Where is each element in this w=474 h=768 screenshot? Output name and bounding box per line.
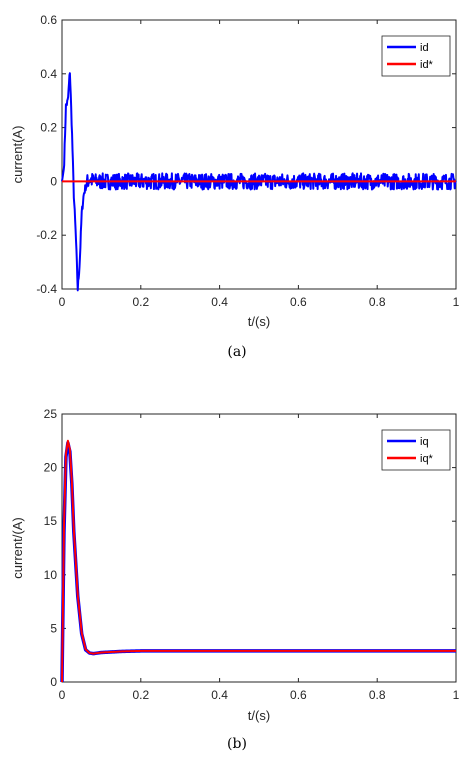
x-tick-label: 0.4 xyxy=(211,688,228,702)
y-tick-label: 0.6 xyxy=(40,13,57,27)
x-tick-label: 0.2 xyxy=(132,688,149,702)
x-tick-label: 0.8 xyxy=(369,295,386,309)
y-tick-label: 10 xyxy=(44,568,58,582)
y-tick-label: 0 xyxy=(50,174,57,188)
y-tick-label: 15 xyxy=(44,514,58,528)
caption-b: (b) xyxy=(227,736,247,752)
x-tick-label: 0.6 xyxy=(290,295,307,309)
tick-group: 0 0.2 0.4 0.6 0.8 1 -0.4 -0.2 0 0.2 0.4 0.6 xyxy=(36,13,459,309)
x-tick-label: 0.6 xyxy=(290,688,307,702)
x-tick-label: 0 xyxy=(59,688,66,702)
series-group xyxy=(61,72,457,292)
y-tick-label: -0.2 xyxy=(36,228,57,242)
y-tick-label: -0.4 xyxy=(36,282,57,296)
caption-a: (a) xyxy=(227,344,246,360)
y-tick-label: 0.2 xyxy=(40,121,57,135)
legend-box xyxy=(381,35,451,77)
legend-label-id-ref: id* xyxy=(420,59,434,71)
x-axis-label: t/(s) xyxy=(248,314,270,329)
series-group xyxy=(60,439,457,683)
y-tick-label: 0 xyxy=(50,675,57,689)
x-tick-label: 1 xyxy=(453,295,460,309)
legend-label-id: id xyxy=(420,42,429,54)
x-axis-label: t/(s) xyxy=(248,708,270,723)
chart-a: 0 0.2 0.4 0.6 0.8 1 -0.4 -0.2 0 0.2 0.4 0.6 t/(s) c… xyxy=(10,13,460,360)
x-tick-label: 0.8 xyxy=(369,688,386,702)
series-line-iq xyxy=(60,441,457,683)
legend-label-iq-ref: iq* xyxy=(420,453,434,465)
y-axis-label: current/(A) xyxy=(10,517,25,578)
series-line-id xyxy=(61,72,457,292)
legend: iq iq* xyxy=(381,429,451,471)
plot-area-frame xyxy=(61,413,457,683)
y-tick-label: 5 xyxy=(50,621,57,635)
x-tick-label: 1 xyxy=(453,688,460,702)
x-tick-label: 0.4 xyxy=(211,295,228,309)
x-tick-label: 0.2 xyxy=(132,295,149,309)
legend: id id* xyxy=(381,35,451,77)
y-axis-label: current(A) xyxy=(10,126,25,184)
legend-label-iq: iq xyxy=(420,436,429,448)
y-tick-label: 20 xyxy=(44,461,58,475)
legend-box xyxy=(381,429,451,471)
y-tick-label: 25 xyxy=(44,407,58,421)
plot-area-frame xyxy=(61,19,457,290)
x-tick-label: 0 xyxy=(59,295,66,309)
y-tick-label: 0.4 xyxy=(40,67,57,81)
series-line-iq-ref xyxy=(61,439,457,683)
